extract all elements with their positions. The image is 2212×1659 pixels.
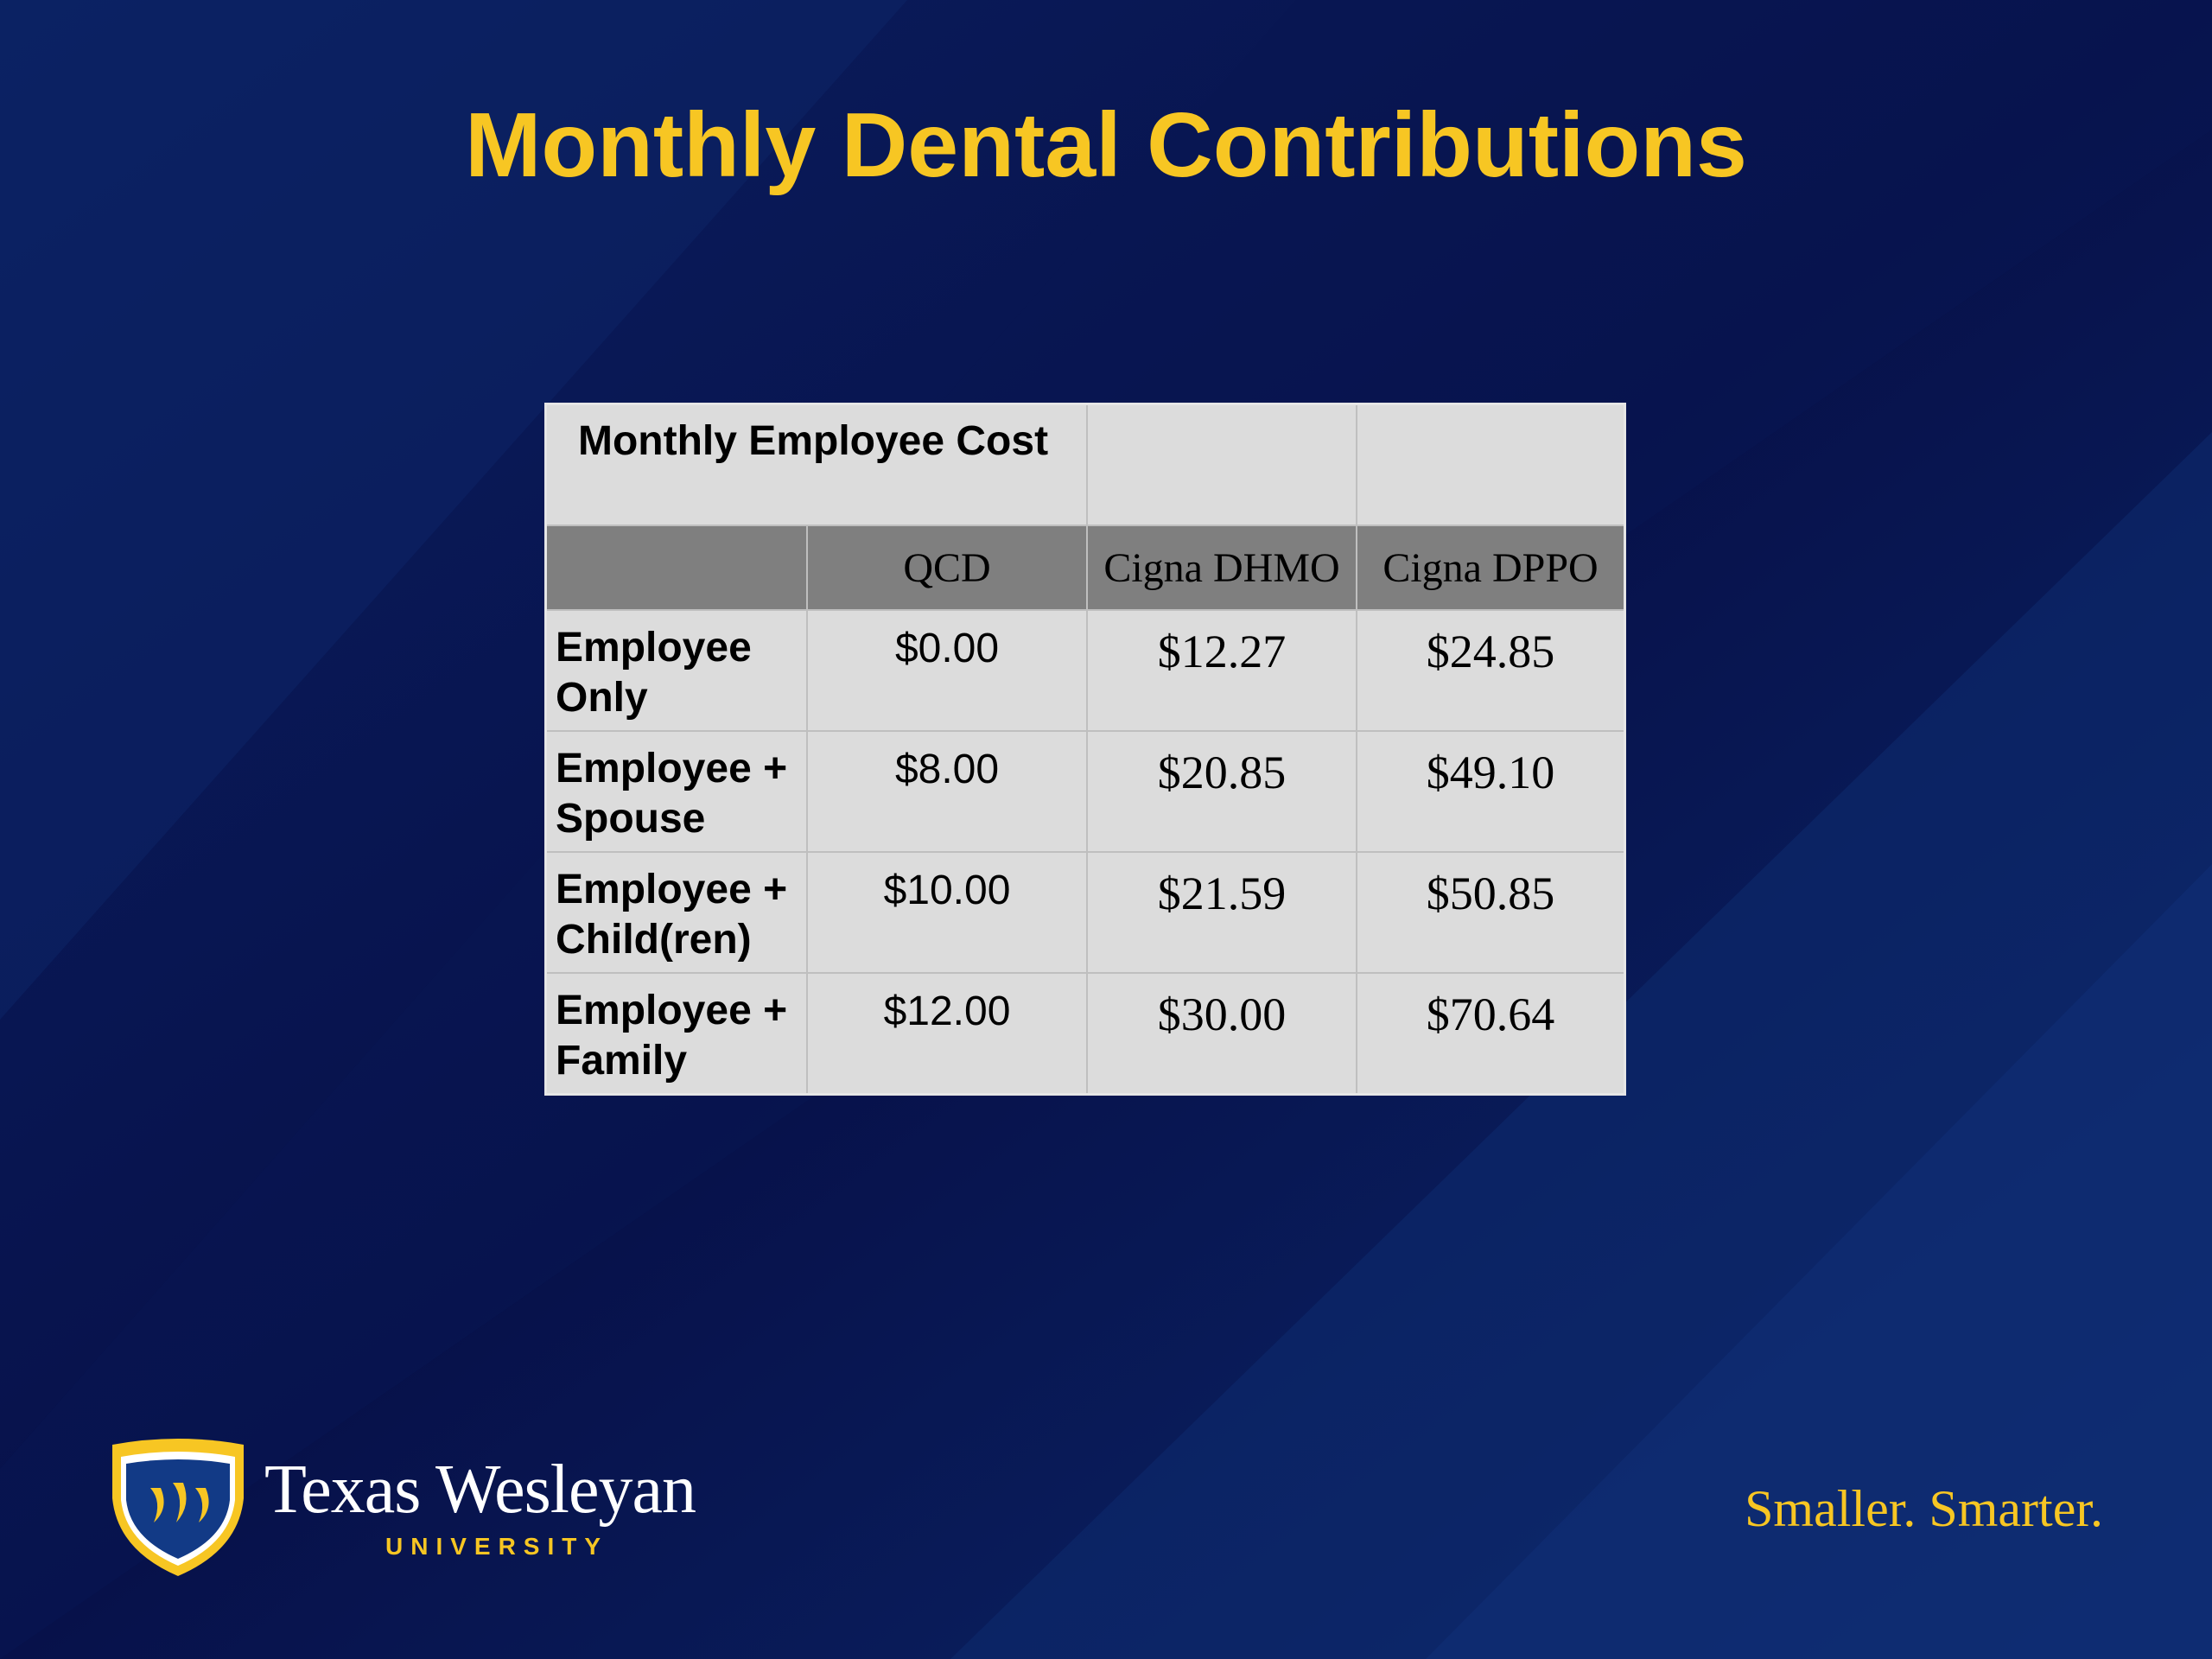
- slide-title: Monthly Dental Contributions: [465, 94, 1747, 196]
- tagline: Smaller. Smarter.: [1745, 1480, 2103, 1537]
- table-row: Employee + Spouse $8.00 $20.85 $49.10: [544, 730, 1626, 853]
- dhmo-cost: $21.59: [1086, 851, 1357, 974]
- column-header-cigna-dhmo: Cigna DHMO: [1086, 524, 1357, 611]
- table-row: Employee + Child(ren) $10.00 $21.59 $50.…: [544, 851, 1626, 974]
- table-caption: Monthly Employee Cost: [544, 403, 1088, 526]
- logo-name: Texas Wesleyan: [264, 1452, 696, 1528]
- row-label: Employee Only: [544, 609, 808, 732]
- empty-cell: [1086, 403, 1357, 526]
- row-label: Employee + Child(ren): [544, 851, 808, 974]
- dental-cost-table: Monthly Employee Cost QCD Cigna DHMO Cig…: [544, 403, 1626, 1096]
- column-header-blank: [544, 524, 808, 611]
- row-label: Employee + Family: [544, 972, 808, 1095]
- university-logo: Texas Wesleyan UNIVERSITY: [109, 1438, 731, 1585]
- table-caption-row: Monthly Employee Cost: [544, 403, 1626, 526]
- table-header-row: QCD Cigna DHMO Cigna DPPO: [544, 524, 1626, 611]
- column-header-cigna-dppo: Cigna DPPO: [1356, 524, 1626, 611]
- qcd-cost: $8.00: [806, 730, 1088, 853]
- row-label: Employee + Spouse: [544, 730, 808, 853]
- dppo-cost: $24.85: [1356, 609, 1626, 732]
- dhmo-cost: $30.00: [1086, 972, 1357, 1095]
- dppo-cost: $49.10: [1356, 730, 1626, 853]
- table-row: Employee + Family $12.00 $30.00 $70.64: [544, 972, 1626, 1095]
- dppo-cost: $70.64: [1356, 972, 1626, 1095]
- qcd-cost: $10.00: [806, 851, 1088, 974]
- column-header-qcd: QCD: [806, 524, 1088, 611]
- table-row: Employee Only $0.00 $12.27 $24.85: [544, 609, 1626, 732]
- qcd-cost: $0.00: [806, 609, 1088, 732]
- dhmo-cost: $20.85: [1086, 730, 1357, 853]
- empty-cell: [1356, 403, 1626, 526]
- logo-subtitle: UNIVERSITY: [385, 1533, 609, 1560]
- shield-icon: [112, 1439, 244, 1576]
- dppo-cost: $50.85: [1356, 851, 1626, 974]
- dhmo-cost: $12.27: [1086, 609, 1357, 732]
- qcd-cost: $12.00: [806, 972, 1088, 1095]
